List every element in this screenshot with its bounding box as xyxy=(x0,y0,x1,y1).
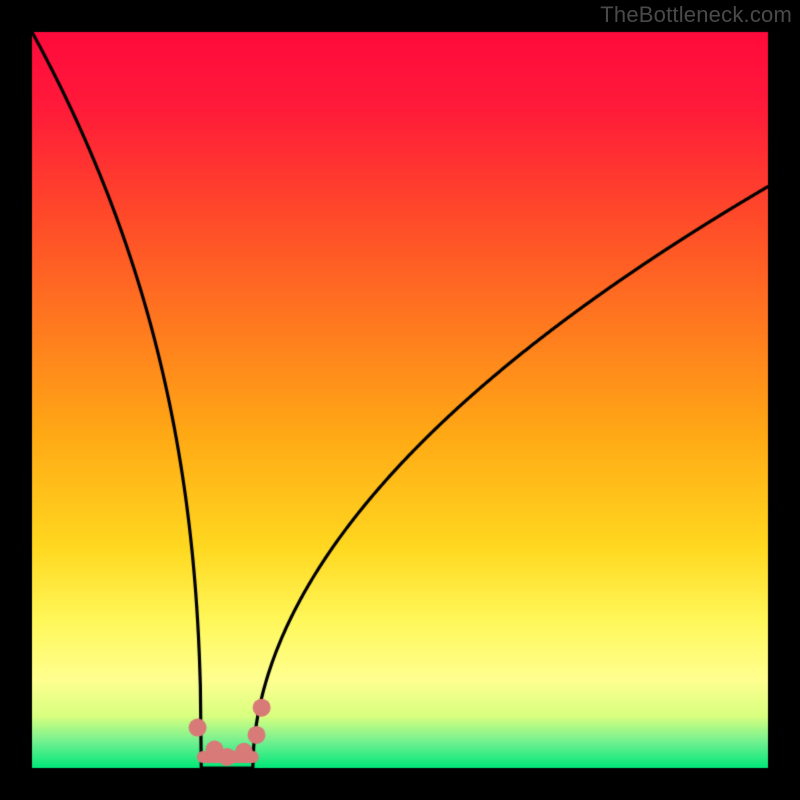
chart-stage: TheBottleneck.com xyxy=(0,0,800,800)
bottleneck-curve-chart xyxy=(0,0,800,800)
watermark-text: TheBottleneck.com xyxy=(600,2,792,28)
